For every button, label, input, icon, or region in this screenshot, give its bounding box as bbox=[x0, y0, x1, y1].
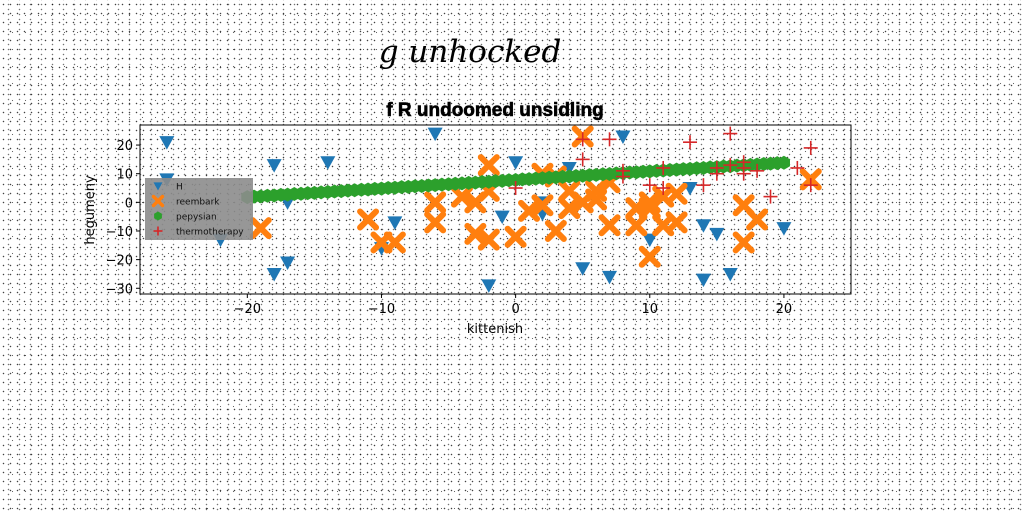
legend-label-1: reembark bbox=[176, 198, 220, 208]
series-1-point-5 bbox=[424, 211, 447, 234]
series-1-point-37 bbox=[746, 208, 769, 231]
series-0-point-19 bbox=[615, 130, 631, 144]
figure-suptitle: g unhocked bbox=[378, 34, 562, 70]
series-1-point-34 bbox=[665, 211, 688, 234]
series-0-point-3 bbox=[266, 159, 282, 173]
series-3-point-6 bbox=[642, 178, 657, 193]
y-tick-label-3: 0 bbox=[125, 196, 133, 211]
series-1-point-9 bbox=[477, 228, 500, 251]
series-0-point-25 bbox=[722, 267, 738, 282]
legend-box bbox=[145, 178, 253, 240]
legend-label-2: pepysian bbox=[176, 213, 217, 223]
series-0-point-23 bbox=[695, 273, 711, 288]
series-3-point-2 bbox=[575, 132, 590, 147]
series-1-point-12 bbox=[504, 225, 527, 248]
series-3-point-12 bbox=[709, 166, 724, 181]
legend-marker-0 bbox=[153, 182, 163, 191]
series-3-point-10 bbox=[696, 178, 711, 193]
series-1-point-0 bbox=[249, 217, 272, 240]
series-1-point-23 bbox=[585, 179, 608, 202]
series-3-point-1 bbox=[575, 152, 590, 167]
series-1-point-16 bbox=[544, 219, 567, 242]
series-3-point-9 bbox=[683, 135, 698, 150]
x-tick-label-4: 20 bbox=[776, 302, 793, 317]
y-tick-label-5: 20 bbox=[116, 139, 133, 154]
series-3-point-17 bbox=[736, 155, 751, 170]
series-1-point-33 bbox=[665, 182, 688, 205]
series-3-point-13 bbox=[723, 126, 738, 141]
series-0-point-13 bbox=[508, 156, 524, 170]
series-3-point-0 bbox=[508, 181, 523, 196]
series-0-point-11 bbox=[481, 279, 497, 293]
series-3-point-7 bbox=[656, 181, 671, 196]
series-0-point-12 bbox=[494, 210, 510, 225]
series-3-point-22 bbox=[803, 178, 818, 193]
series-1-point-36 bbox=[732, 231, 755, 254]
series-0-point-9 bbox=[387, 216, 403, 230]
series-1-point-24 bbox=[598, 214, 621, 237]
series-0-point-16 bbox=[561, 161, 577, 176]
series-0-point-18 bbox=[602, 270, 618, 285]
series-0-point-20 bbox=[642, 233, 658, 248]
x-tick-label-1: −10 bbox=[368, 302, 395, 317]
y-axis-label: hegumeny bbox=[83, 175, 98, 245]
y-tick-label-2: −10 bbox=[106, 225, 133, 240]
series-1-point-14 bbox=[531, 194, 554, 217]
series-3-point-5 bbox=[615, 169, 630, 184]
x-tick-label-2: 0 bbox=[511, 302, 519, 317]
series-3-point-3 bbox=[602, 132, 617, 147]
series-1-point-18 bbox=[558, 197, 581, 220]
series-3-point-18 bbox=[750, 163, 765, 178]
series-1-point-7 bbox=[464, 222, 487, 245]
series-0-point-5 bbox=[280, 256, 296, 270]
series-0-point-7 bbox=[320, 156, 336, 170]
series-1-point-3 bbox=[383, 231, 406, 254]
series-0-point-24 bbox=[709, 227, 725, 242]
series-1-point-6 bbox=[450, 185, 473, 208]
series-1-point-1 bbox=[357, 208, 380, 231]
plot-frame bbox=[139, 124, 852, 295]
legend-marker-2 bbox=[154, 211, 162, 221]
series-3-point-14 bbox=[723, 158, 738, 173]
series-0-point-22 bbox=[695, 219, 711, 233]
y-axis: −30 −20 −10 0 10 20 bbox=[106, 139, 140, 297]
series-3-point-8 bbox=[656, 160, 671, 175]
series-1-point-27 bbox=[625, 214, 648, 237]
x-axis-label: kittenish bbox=[467, 322, 523, 337]
series-2-point-80 bbox=[777, 155, 790, 170]
chart-title: f R undoomed unsidling bbox=[386, 100, 603, 121]
series-1-point-29 bbox=[638, 191, 661, 214]
series-1-point-30 bbox=[638, 245, 661, 268]
plot-marks bbox=[159, 125, 822, 293]
series-0-point-4 bbox=[266, 267, 282, 282]
series-0-point-17 bbox=[575, 262, 591, 276]
legend-marker-3 bbox=[153, 226, 163, 236]
legend-label-0: H bbox=[176, 183, 183, 193]
legend-label-3: thermotherapy bbox=[176, 228, 244, 238]
y-tick-label-1: −20 bbox=[106, 254, 133, 269]
x-tick-label-3: 10 bbox=[642, 302, 659, 317]
x-tick-label-0: −20 bbox=[234, 302, 261, 317]
series-1-point-4 bbox=[424, 191, 447, 214]
legend-marker-1 bbox=[151, 194, 165, 208]
y-tick-label-4: 10 bbox=[116, 168, 133, 183]
series-0-point-0 bbox=[159, 136, 175, 150]
x-axis: −20 −10 0 10 20 bbox=[234, 294, 793, 317]
series-0-point-10 bbox=[427, 127, 443, 142]
series-1-point-10 bbox=[477, 154, 500, 177]
series-3-point-21 bbox=[803, 140, 818, 155]
y-tick-label-0: −30 bbox=[106, 282, 133, 297]
series-0-point-26 bbox=[776, 222, 792, 236]
series-3-point-19 bbox=[763, 189, 778, 204]
series-1-point-13 bbox=[518, 199, 541, 222]
series-3-point-20 bbox=[790, 160, 805, 175]
